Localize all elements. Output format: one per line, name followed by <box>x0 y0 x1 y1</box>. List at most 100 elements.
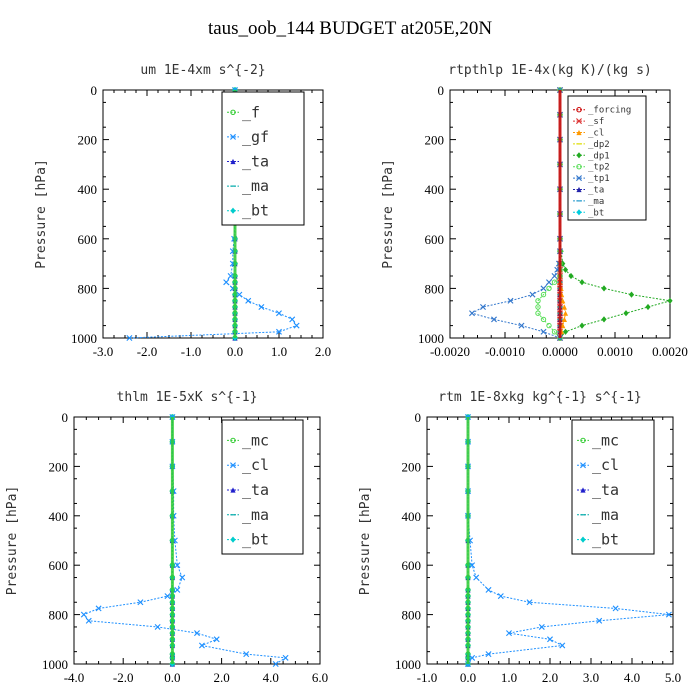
data-point <box>535 298 541 304</box>
legend-marker <box>230 487 236 493</box>
data-point <box>546 322 552 329</box>
data-point <box>612 605 619 612</box>
data-point <box>154 623 161 630</box>
data-point <box>561 316 567 322</box>
data-point <box>480 304 486 310</box>
x-tick-label: -1.0 <box>181 344 202 359</box>
data-point <box>601 316 607 323</box>
legend: _f _gf _ta _ma _bt <box>221 91 305 226</box>
y-tick-label: 400 <box>49 509 69 524</box>
x-tick-label: -4.0 <box>64 670 85 685</box>
x-tick-label: 0.0000 <box>542 344 578 359</box>
data-point <box>535 304 541 310</box>
legend-label: _dp2 <box>588 140 610 150</box>
y-tick-label: 1000 <box>395 657 421 672</box>
data-point <box>551 279 558 285</box>
y-tick-label: 200 <box>425 133 445 148</box>
legend-marker <box>580 462 586 469</box>
legend-label: _sf <box>588 117 604 127</box>
x-tick-label: -0.0020 <box>430 344 470 359</box>
legend-marker <box>580 437 586 444</box>
legend-box <box>221 91 305 226</box>
data-point <box>559 642 566 649</box>
y-tick-label: 800 <box>402 608 422 623</box>
legend-marker <box>576 186 582 193</box>
chart-panel-4: rtm 1E-8xkg kg^{-1} s^{-1} Pressure [hPa]… <box>358 390 681 685</box>
legend-label: _forcing <box>588 106 631 116</box>
legend-label: _cl <box>592 456 619 474</box>
data-point <box>540 328 547 335</box>
data-point <box>497 593 504 600</box>
legend-marker <box>576 129 582 136</box>
legend-label: _ma <box>242 177 269 195</box>
data-point <box>540 285 547 292</box>
data-point <box>137 599 144 606</box>
x-tick-label: 2.0 <box>542 670 558 685</box>
data-point <box>628 291 635 298</box>
x-tick-label: 6.0 <box>312 670 328 685</box>
x-tick-label: -3.0 <box>93 344 114 359</box>
legend-marker <box>576 118 582 125</box>
y-tick-label: 400 <box>78 182 98 197</box>
y-tick-label: 600 <box>402 558 422 573</box>
data-point <box>282 654 289 661</box>
y-tick-label: 0 <box>62 410 69 425</box>
y-tick-label: 0 <box>438 83 445 98</box>
data-point <box>540 316 547 323</box>
chart-panel-3: thlm 1E-5xK s^{-1} Pressure [hPa] 0 200 400 6… <box>5 390 328 685</box>
x-tick-label: 0.0020 <box>652 344 688 359</box>
x-tick-label: 3.0 <box>583 670 599 685</box>
chart-panel-2: rtpthlp 1E-4x(kg K)/(kg s) Pressure [hPa]… <box>381 63 688 359</box>
data-point <box>198 642 205 649</box>
x-tick-label: 0.0 <box>460 670 476 685</box>
data-point <box>258 304 265 310</box>
data-point <box>473 574 480 581</box>
x-tick-label: 0.0 <box>164 670 180 685</box>
legend-label: _tp2 <box>588 163 610 173</box>
legend-label: _gf <box>242 128 269 146</box>
y-tick-label: 200 <box>49 459 69 474</box>
data-point <box>551 273 558 279</box>
data-point <box>507 297 514 304</box>
data-point <box>561 304 567 310</box>
x-tick-label: 4.0 <box>624 670 640 685</box>
data-point <box>164 593 171 600</box>
data-point <box>560 260 566 267</box>
data-point <box>236 291 243 298</box>
legend-label: _dp1 <box>588 151 610 161</box>
legend-label: _bt <box>242 202 269 220</box>
data-point <box>126 335 133 341</box>
data-point <box>80 611 87 618</box>
legend-label: _cl <box>242 456 269 474</box>
data-point <box>535 310 541 316</box>
y-tick-label: 200 <box>78 133 98 148</box>
legend-marker <box>230 109 236 116</box>
legend-label: _bt <box>592 531 619 549</box>
panel-title: thlm 1E-5xK s^{-1} <box>117 390 258 405</box>
legend: _mc _cl _ta _ma _bt <box>571 419 655 555</box>
legend-label: _bt <box>588 208 604 218</box>
x-tick-label: 2.0 <box>213 670 229 685</box>
data-point <box>245 297 252 304</box>
y-tick-label: 800 <box>425 281 445 296</box>
data-point <box>540 291 547 298</box>
data-point <box>469 562 476 569</box>
data-point <box>469 654 476 661</box>
y-tick-label: 1000 <box>71 331 97 346</box>
legend: _forcing_sf _cl_dp2_dp1 _tp2_tp1 _ta_ma_bt <box>567 95 647 221</box>
x-tick-label: 1.0 <box>501 670 517 685</box>
legend-label: _ma <box>588 197 604 207</box>
data-point <box>174 562 181 569</box>
y-tick-label: 0 <box>415 410 422 425</box>
x-tick-label: 0.0 <box>227 344 243 359</box>
data-point <box>562 328 569 335</box>
chart-panel-1: um 1E-4xm s^{-2} Pressure [hPa] 0 200 400 600… <box>34 63 331 359</box>
data-point <box>485 586 492 593</box>
y-tick-label: 600 <box>425 232 445 247</box>
y-tick-label: 1000 <box>418 331 444 346</box>
data-point <box>272 661 279 667</box>
y-tick-label: 600 <box>49 558 69 573</box>
x-tick-label: 2.0 <box>315 344 331 359</box>
data-point <box>546 285 552 292</box>
data-point <box>645 303 651 311</box>
